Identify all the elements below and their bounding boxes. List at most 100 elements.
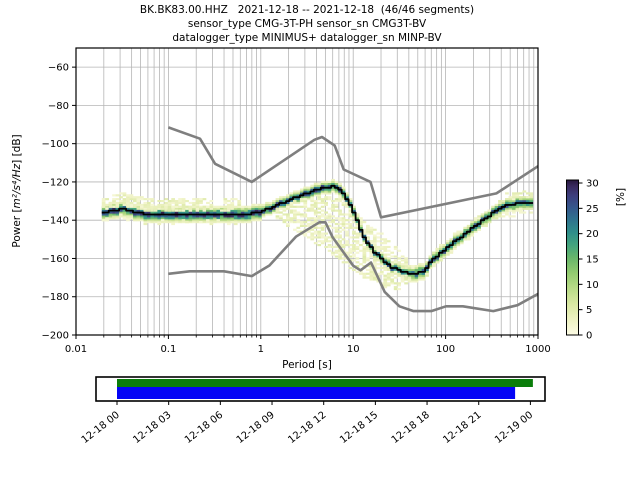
psd-cell [213,207,217,210]
psd-cell [324,198,329,201]
psd-cell [379,270,384,273]
psd-cell [195,203,200,206]
psd-cell [512,198,516,201]
psd-cell [400,280,405,283]
psd-cell [449,245,454,249]
psd-cell [296,230,301,233]
psd-cell [334,251,339,254]
psd-cell [359,272,363,275]
psd-cell [272,203,276,206]
x-tick-label: 1 [258,344,264,355]
psd-cell [449,249,454,252]
psd-cell [383,276,388,279]
psd-cell [362,247,367,250]
psd-cell [112,205,116,208]
psd-cell [101,219,106,222]
psd-cell [508,199,513,203]
psd-cell [432,259,436,262]
psd-cell [299,222,304,226]
psd-cell [306,188,311,191]
psd-cell [213,221,217,224]
psd-cell [223,215,228,218]
psd-cell [393,287,398,291]
psd-cell [331,182,335,185]
psd-cell [463,238,468,241]
psd-cell [383,282,388,285]
psd-cell [369,253,374,256]
psd-cell [133,215,137,218]
psd-cell [529,211,534,214]
psd-cell [185,217,189,220]
psd-cell [439,253,443,256]
psd-cell [414,270,419,273]
psd-cell [352,268,356,272]
psd-cell [265,211,269,214]
psd-cell [518,199,523,203]
psd-cell [199,198,203,201]
psd-cell [202,207,207,210]
psd-cell [313,211,318,214]
psd-cell [223,219,228,222]
psd-cell [202,219,207,222]
psd-cell [466,224,471,228]
psd-cell [164,217,169,220]
psd-cell [237,203,242,206]
psd-cell [174,219,179,222]
psd-cell [362,221,367,224]
psd-cell [115,205,120,208]
psd-cell [143,201,148,205]
psd-cell [310,198,315,201]
psd-cell [219,215,224,218]
psd-cell [341,221,346,224]
psd-cell [313,182,318,185]
psd-cell [372,274,377,277]
psd-cell [345,261,349,264]
psd-cell [341,201,346,205]
psd-cell [383,268,388,272]
psd-cell [390,270,395,273]
psd-cell [383,278,388,281]
psd-cell [282,207,287,210]
psd-cell [477,228,481,231]
psd-cell [213,209,217,212]
psd-cell [491,217,495,220]
psd-cell [470,224,475,228]
psd-cell [334,188,339,191]
psd-cell [185,199,189,203]
psd-cell [418,268,422,272]
psd-cell [178,211,182,214]
psd-cell [299,196,304,199]
psd-cell [522,203,527,206]
psd-cell [230,219,235,222]
psd-cell [376,266,381,270]
psd-cell [442,253,447,256]
psd-cell [404,263,408,266]
psd-cell [143,209,148,212]
psd-cell [101,203,106,206]
psd-cell [146,211,151,214]
psd-cell [439,255,443,258]
psd-cell [185,211,189,214]
nhnm-line [167,126,538,219]
psd-cell [345,199,349,203]
psd-cell [247,209,252,212]
psd-cell [366,276,370,279]
psd-cell [463,234,468,237]
psd-cell [324,232,329,235]
psd-cell [188,201,193,205]
psd-cell [369,243,374,247]
psd-cell [150,203,155,206]
psd-cell [313,221,318,224]
psd-cell [195,199,200,203]
psd-cell [167,205,172,208]
psd-cell [167,209,172,212]
psd-cell [279,198,283,201]
psd-cell [188,209,193,212]
psd-cell [226,211,231,214]
psd-cell [428,265,433,268]
psd-cell [421,276,426,279]
psd-cell [525,196,530,199]
psd-cell [303,196,308,199]
psd-cell [359,243,363,247]
psd-cell [310,207,315,210]
